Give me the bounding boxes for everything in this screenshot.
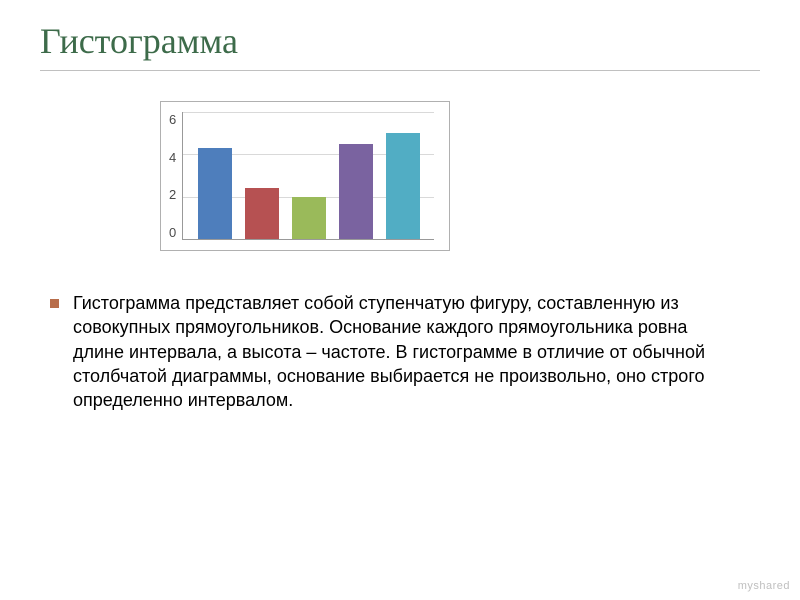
bar-2 (292, 197, 326, 239)
plot-area (182, 112, 434, 240)
watermark-text: myshared (738, 580, 790, 592)
histogram-chart: 6 4 2 0 (160, 101, 450, 251)
title-divider (40, 70, 760, 71)
description-text: Гистограмма представляет собой ступенчат… (73, 291, 740, 412)
bar-1 (245, 188, 279, 239)
ytick-label: 4 (169, 150, 176, 165)
bar-0 (198, 148, 232, 239)
ytick-label: 6 (169, 112, 176, 127)
bars-group (183, 112, 434, 239)
slide-title: Гистограмма (40, 20, 760, 62)
bullet-icon (50, 299, 59, 308)
slide: Гистограмма 6 4 2 0 Гистограмма представ… (0, 0, 800, 600)
y-axis-labels: 6 4 2 0 (169, 112, 182, 240)
ytick-label: 2 (169, 187, 176, 202)
bar-4 (386, 133, 420, 239)
description-block: Гистограмма представляет собой ступенчат… (40, 291, 760, 412)
bar-3 (339, 144, 373, 239)
ytick-label: 0 (169, 225, 176, 240)
